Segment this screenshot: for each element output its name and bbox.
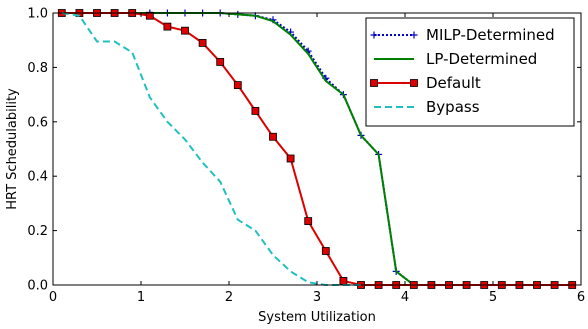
legend-swatch-marker — [370, 31, 378, 39]
data-point — [181, 26, 189, 35]
legend-entry-milp-determined: MILP-Determined — [370, 26, 555, 44]
data-point — [321, 247, 330, 255]
legend-label: MILP-Determined — [426, 26, 555, 44]
y-tick-label: 0.2 — [27, 224, 48, 239]
y-tick-label: 1.0 — [27, 7, 48, 22]
data-point — [216, 58, 225, 66]
data-point — [339, 277, 348, 285]
y-tick-label: 0.4 — [27, 170, 48, 185]
data-point — [304, 217, 313, 225]
legend-label: LP-Determined — [426, 50, 537, 68]
series-bypass — [61, 12, 361, 286]
axes: 0 1 2 3 4 5 6 0.0 0.2 0.4 0.6 0.8 1.0 — [27, 7, 585, 306]
data-point — [163, 22, 172, 31]
data-point — [145, 11, 154, 20]
x-tick-label: 5 — [489, 290, 497, 305]
series-line-bypass — [61, 12, 361, 286]
data-point — [251, 107, 260, 115]
x-tick-label: 1 — [137, 290, 145, 305]
x-tick-label: 4 — [401, 290, 409, 305]
x-tick-label: 3 — [313, 290, 321, 305]
y-tick-label: 0.8 — [27, 61, 48, 76]
x-axis-label: System Utilization — [258, 310, 376, 325]
legend-swatch-marker — [410, 31, 418, 39]
x-tick-label: 0 — [49, 290, 57, 305]
data-point — [286, 154, 295, 163]
legend-label: Bypass — [426, 98, 480, 116]
data-point — [198, 39, 207, 47]
x-tick-label: 2 — [225, 290, 233, 305]
legend-entry-lp-determined: LP-Determined — [374, 50, 537, 68]
data-point — [233, 81, 242, 89]
legend-entry-default: Default — [370, 74, 481, 92]
legend-swatch-marker — [410, 79, 418, 87]
x-tick-label: 6 — [577, 290, 585, 305]
y-tick-label: 0.0 — [27, 279, 48, 294]
legend-entry-bypass: Bypass — [374, 98, 480, 116]
legend-swatch-marker — [370, 79, 378, 87]
y-axis-label: HRT Schedulability — [5, 88, 20, 210]
data-point — [269, 132, 277, 141]
legend-label: Default — [426, 74, 481, 92]
y-tick-label: 0.6 — [27, 115, 48, 130]
legend: MILP-Determined LP-Determined Default Bypas… — [365, 17, 575, 127]
